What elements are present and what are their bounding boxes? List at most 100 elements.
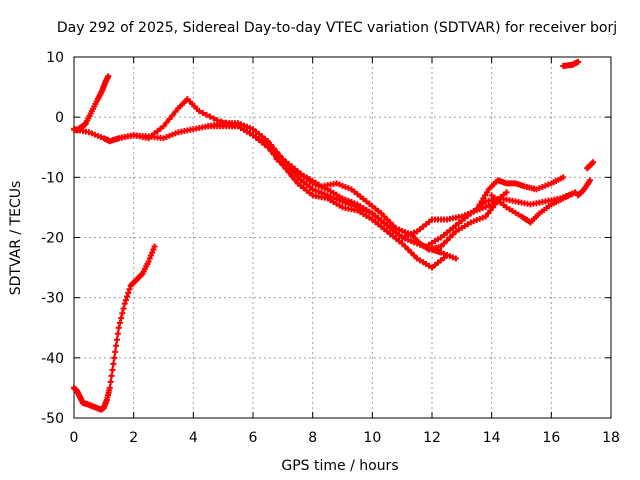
data-point xyxy=(166,115,173,122)
data-point xyxy=(411,252,418,259)
data-point xyxy=(110,360,117,367)
data-point xyxy=(405,246,412,253)
data-point xyxy=(150,246,157,253)
data-point xyxy=(476,201,483,208)
data-point xyxy=(196,108,203,115)
data-point xyxy=(443,237,450,244)
series-arc-1 xyxy=(71,73,112,134)
x-tick-label: 10 xyxy=(363,430,381,446)
data-point xyxy=(575,58,582,65)
data-point xyxy=(113,342,120,349)
data-point xyxy=(408,249,415,256)
data-point xyxy=(172,108,179,115)
data-point xyxy=(483,189,490,196)
data-point xyxy=(267,141,274,148)
data-point xyxy=(146,255,153,262)
data-point xyxy=(207,113,214,120)
data-point xyxy=(478,198,485,205)
y-axis-label: SDTVAR / TECUs xyxy=(8,181,24,296)
data-point xyxy=(210,115,217,122)
data-point xyxy=(449,231,456,238)
axis-ticks xyxy=(73,56,612,419)
series-arc-9 xyxy=(488,189,579,226)
data-point xyxy=(116,319,123,326)
data-point xyxy=(114,330,121,337)
x-tick-label: 16 xyxy=(542,430,560,446)
series-arc-5 xyxy=(205,120,510,241)
data-point xyxy=(399,240,406,247)
data-point xyxy=(118,315,125,322)
series-arc-8 xyxy=(476,174,567,208)
series-line xyxy=(275,158,499,251)
y-tick-label: 0 xyxy=(55,110,64,126)
data-point xyxy=(112,348,119,355)
data-point xyxy=(121,300,128,307)
data-point xyxy=(487,207,494,214)
data-point xyxy=(111,354,118,361)
data-point xyxy=(107,378,114,385)
chart-title: Day 292 of 2025, Sidereal Day-to-day VTE… xyxy=(57,20,617,36)
data-point xyxy=(122,297,129,304)
data-point xyxy=(125,289,132,296)
data-point xyxy=(587,177,594,184)
data-point xyxy=(160,123,167,130)
data-point xyxy=(402,243,409,250)
data-point xyxy=(151,243,158,250)
data-point xyxy=(482,213,489,220)
data-point xyxy=(276,152,283,159)
data-point xyxy=(440,240,447,247)
data-point xyxy=(378,210,385,217)
data-point xyxy=(115,324,122,331)
data-point xyxy=(489,204,496,211)
x-tick-label: 18 xyxy=(602,430,620,446)
series-arc-2 xyxy=(71,243,158,413)
data-point xyxy=(381,213,388,220)
x-tick-label: 6 xyxy=(249,430,258,446)
data-point xyxy=(105,73,112,80)
data-point xyxy=(270,145,277,152)
data-point xyxy=(109,366,116,373)
data-point xyxy=(264,138,271,145)
series-line xyxy=(73,125,448,269)
x-tick-label: 12 xyxy=(423,430,441,446)
data-point xyxy=(390,222,397,229)
data-point xyxy=(163,119,170,126)
series-arc-10 xyxy=(560,58,582,70)
plot-frame xyxy=(73,56,612,419)
y-tick-label: -30 xyxy=(41,291,64,307)
data-point xyxy=(113,336,120,343)
data-point xyxy=(485,210,492,217)
data-point xyxy=(147,252,154,259)
data-point xyxy=(572,189,579,196)
data-point xyxy=(482,192,489,199)
data-point xyxy=(446,234,453,241)
x-tick-label: 14 xyxy=(483,430,501,446)
data-point xyxy=(560,174,567,181)
data-point xyxy=(106,384,113,391)
series-arc-6 xyxy=(273,156,501,253)
data-point xyxy=(384,216,391,223)
data-point xyxy=(126,286,133,293)
x-tick-label: 8 xyxy=(308,430,317,446)
data-point xyxy=(169,112,176,119)
data-point xyxy=(387,219,394,226)
data-point xyxy=(119,310,126,317)
y-tick-label: -40 xyxy=(41,351,64,367)
y-tick-label: -10 xyxy=(41,170,64,186)
data-point xyxy=(145,258,152,265)
data-point xyxy=(120,305,127,312)
data-point xyxy=(480,195,487,202)
y-tick-label: -50 xyxy=(41,411,64,427)
x-tick-label: 2 xyxy=(129,430,138,446)
x-tick-label: 4 xyxy=(189,430,198,446)
data-point xyxy=(199,109,206,116)
data-point xyxy=(437,243,444,250)
series-arc-12 xyxy=(584,159,597,172)
series-group xyxy=(71,58,597,413)
data-point xyxy=(590,159,597,166)
y-tick-label: 10 xyxy=(46,50,64,66)
data-point xyxy=(503,189,510,196)
data-point xyxy=(149,249,156,256)
series-arc-11 xyxy=(575,177,594,199)
